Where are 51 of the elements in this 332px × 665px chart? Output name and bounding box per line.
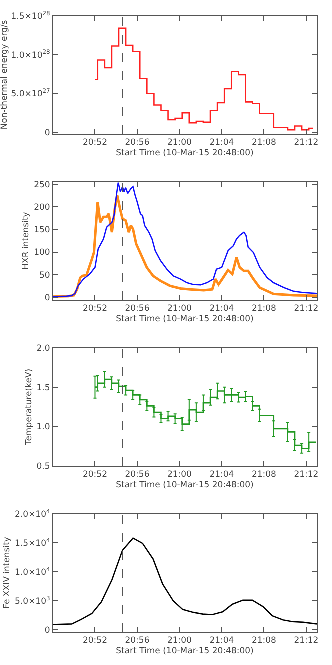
y-tick-label: 1.0 <box>36 422 50 433</box>
y-axis-title: Fe XXIV intensity <box>2 537 13 609</box>
y-tick-label: 1.0×10$^{4}$ <box>15 566 51 578</box>
x-tick-label: 21:08 <box>252 636 276 646</box>
y-axis-title: Temperature(keV) <box>24 368 34 446</box>
x-tick-label: 21:08 <box>252 138 276 148</box>
x-tick-label: 21:00 <box>167 138 192 148</box>
y-axis-title: Non-thermal energy erg/s <box>0 20 10 130</box>
y-tick-label: 1.5×10$^{4}$ <box>15 537 51 549</box>
y-tick-label: 2.0×10$^{4}$ <box>15 508 51 520</box>
x-tick-label: 20:52 <box>82 138 108 148</box>
y-tick-label: 0 <box>44 626 50 636</box>
x-tick-label: 21:04 <box>210 470 234 480</box>
y-tick-label: 1.0×10$^{28}$ <box>11 49 51 61</box>
y-tick-label: 250 <box>34 180 50 191</box>
x-axis-title: Start Time (10-Mar-15 20:48:00) <box>116 148 254 159</box>
x-tick-label: 21:12 <box>294 470 319 480</box>
y-tick-label: 1.5×10$^{28}$ <box>11 10 51 22</box>
y-tick-label: 200 <box>34 203 50 214</box>
y-tick-label: 150 <box>34 226 50 236</box>
x-tick-label: 20:52 <box>82 470 108 480</box>
x-tick-label: 20:52 <box>82 304 108 314</box>
x-axis-title: Start Time (10-Mar-15 20:48:00) <box>116 480 254 491</box>
x-tick-label: 21:08 <box>252 470 276 480</box>
x-tick-label: 21:00 <box>167 470 192 480</box>
x-tick-label: 20:56 <box>125 636 150 646</box>
y-tick-label: 0 <box>44 128 50 138</box>
x-tick-label: 20:56 <box>125 304 150 314</box>
y-tick-label: 50 <box>39 270 50 281</box>
x-tick-label: 20:56 <box>125 470 150 480</box>
x-tick-label: 21:08 <box>252 304 276 314</box>
x-tick-label: 21:12 <box>294 304 319 314</box>
y-tick-label: 0.5 <box>36 462 50 472</box>
x-tick-label: 20:52 <box>82 636 108 646</box>
y-tick-label: 2.0 <box>36 344 50 354</box>
y-tick-label: 5.0×10$^{3}$ <box>15 595 51 607</box>
x-tick-label: 21:04 <box>210 304 234 314</box>
y-tick-label: 100 <box>34 248 50 258</box>
y-tick-label: 5.0×10$^{27}$ <box>11 88 51 100</box>
y-axis-title: HXR intensity <box>22 212 32 270</box>
x-tick-label: 21:04 <box>210 636 234 646</box>
x-tick-label: 21:12 <box>294 636 319 646</box>
x-tick-label: 21:00 <box>167 304 192 314</box>
x-axis-title: Start Time (10-Mar-15 20:48:00) <box>116 646 254 657</box>
y-tick-label: 0 <box>44 293 50 304</box>
x-tick-label: 21:12 <box>294 138 319 148</box>
x-axis-title: Start Time (10-Mar-15 20:48:00) <box>116 314 254 325</box>
y-tick-label: 1.5 <box>36 383 50 394</box>
x-tick-label: 20:56 <box>125 138 150 148</box>
x-tick-label: 21:04 <box>210 138 234 148</box>
x-tick-label: 21:00 <box>167 636 192 646</box>
